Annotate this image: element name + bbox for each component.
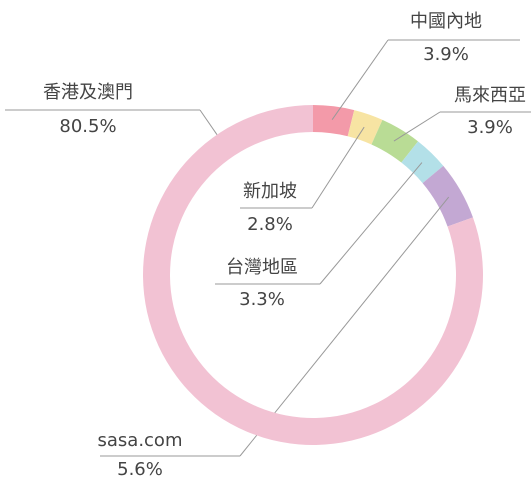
slice-label: 馬來西亞 <box>454 85 526 106</box>
slice-value: 3.9% <box>423 44 469 65</box>
slice-value: 2.8% <box>247 214 293 235</box>
leader-line <box>393 111 441 142</box>
slice-value: 3.9% <box>467 117 513 138</box>
donut-segment <box>313 105 355 137</box>
slice-label: 香港及澳門 <box>43 82 133 103</box>
slice-value: 5.6% <box>117 459 163 477</box>
donut-segment <box>371 119 419 163</box>
leader-line <box>331 39 389 120</box>
slice-label: 中國內地 <box>410 11 482 32</box>
slice-value: 80.5% <box>59 116 116 137</box>
slice-label: 新加坡 <box>243 181 297 202</box>
donut-segment <box>347 110 383 145</box>
slice-value: 3.3% <box>239 289 285 310</box>
slice-label: sasa.com <box>98 430 183 451</box>
leader-line <box>319 162 423 285</box>
leader-line <box>199 109 218 135</box>
donut-segment <box>401 141 444 184</box>
donut-segment <box>422 165 473 227</box>
leader-line <box>311 126 365 209</box>
slice-label: 台灣地區 <box>226 257 298 278</box>
